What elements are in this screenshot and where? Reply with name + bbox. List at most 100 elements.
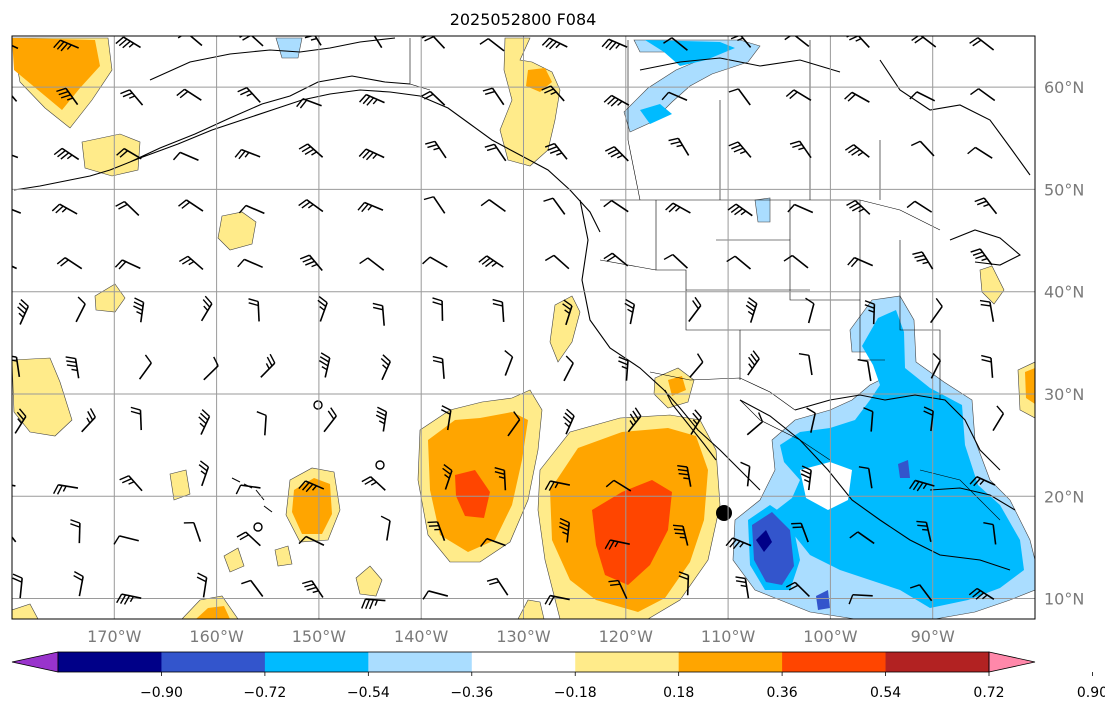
- wind-barb: [484, 143, 507, 162]
- wind-barb: [791, 522, 809, 543]
- wind-barb: [968, 587, 995, 601]
- wind-barb: [785, 581, 810, 598]
- wind-barb: [789, 140, 812, 159]
- wind-barb: [12, 44, 19, 50]
- wind-barb: [858, 466, 873, 489]
- canada-arctic-coast: [639, 57, 841, 73]
- colorbar-segment: [368, 652, 473, 672]
- political-borders: [409, 38, 1001, 521]
- wind-barb: [119, 475, 143, 492]
- wind-barb: [604, 539, 630, 550]
- anomaly-region-high-positive: [592, 480, 672, 585]
- wind-barb: [178, 199, 204, 212]
- colorbar-label: 0.54: [870, 685, 901, 701]
- wind-barb: [783, 254, 809, 269]
- longitude-tick-labels: 170°W 160°W 150°W 140°W 130°W 120°W 110°W 100°W…: [87, 627, 955, 646]
- longitude-label: 100°W: [803, 627, 858, 646]
- longitude-label: 160°W: [189, 627, 244, 646]
- anomaly-region-weak-negative: [754, 197, 771, 223]
- wind-barb: [688, 296, 702, 322]
- wind-barb: [372, 302, 385, 326]
- wind-barb: [541, 85, 565, 102]
- anomaly-region-moderate-negative: [640, 104, 672, 124]
- wind-barb: [172, 151, 199, 162]
- wind-barb: [237, 258, 263, 269]
- wind-barb: [745, 297, 758, 323]
- gulf-of-mexico-coast: [794, 394, 1001, 471]
- wind-barb: [857, 359, 872, 382]
- wind-barb: [728, 141, 752, 158]
- wind-barb: [196, 572, 208, 598]
- colorbar-segment: [471, 652, 576, 672]
- wind-barb: [203, 356, 219, 381]
- colorbar-label: −0.72: [243, 685, 286, 701]
- colorbar-segment: [678, 652, 783, 672]
- wind-barb: [17, 299, 30, 325]
- wind-barb: [605, 479, 632, 492]
- anomaly-region-moderate-negative: [770, 310, 1024, 608]
- wind-barb: [115, 36, 141, 49]
- wind-barb: [725, 537, 752, 550]
- wind-barb: [601, 38, 628, 51]
- wind-barb: [51, 203, 78, 215]
- wind-barb: [541, 37, 568, 50]
- anomaly-region-strong-negative: [816, 590, 830, 610]
- state-border: [599, 259, 830, 331]
- wind-barb: [12, 154, 19, 159]
- wind-barb: [478, 255, 504, 268]
- caribbean-coast: [929, 487, 1016, 511]
- wind-barb: [603, 199, 629, 213]
- wind-barb: [661, 91, 688, 101]
- wind-barb: [863, 407, 874, 432]
- wind-barb: [970, 88, 996, 102]
- colorbar-label: −0.54: [347, 685, 390, 701]
- colorbar-segment: [782, 652, 887, 672]
- wind-barb: [604, 146, 629, 162]
- anomaly-region-low-positive: [12, 603, 39, 619]
- wind-barb: [200, 295, 213, 322]
- mexico-state-border: [739, 399, 831, 461]
- anomaly-region-low-positive: [979, 265, 1005, 305]
- wind-barb: [848, 593, 873, 605]
- small-island-markers: [253, 400, 385, 532]
- longitude-label: 120°W: [599, 627, 654, 646]
- longitude-label: 170°W: [87, 627, 142, 646]
- wind-barb: [544, 594, 570, 606]
- wind-barb: [726, 255, 752, 270]
- anomaly-region-low-positive: [517, 599, 545, 619]
- anomaly-region-darkest-negative: [756, 530, 772, 552]
- wind-barb: [298, 535, 325, 546]
- wind-barb: [983, 521, 997, 545]
- wind-barb: [130, 406, 143, 431]
- wind-barb: [668, 137, 690, 156]
- island-marker: [253, 522, 263, 532]
- wind-barb: [198, 460, 210, 487]
- wind-barb: [847, 256, 874, 268]
- colorbar-segment: [58, 652, 162, 672]
- gridlines: [12, 36, 1035, 619]
- wind-barb: [133, 297, 145, 323]
- wind-barb: [177, 36, 203, 47]
- wind-barb: [81, 408, 96, 433]
- wind-barb: [912, 251, 934, 270]
- wind-barb: [323, 407, 337, 433]
- state-border: [716, 239, 885, 361]
- island: [231, 477, 241, 483]
- wind-barb: [618, 356, 629, 381]
- wind-barb: [361, 598, 386, 610]
- wind-barb: [492, 298, 505, 323]
- wind-barb: [479, 38, 505, 52]
- wind-barb: [359, 257, 385, 271]
- anomaly-region-medium-positive: [292, 478, 332, 534]
- baja-california: [664, 389, 717, 461]
- colorbar-segment: [161, 652, 266, 672]
- wind-barb: [969, 37, 995, 51]
- wind-barb: [380, 354, 392, 381]
- wind-barb: [425, 140, 447, 159]
- wind-barb: [236, 531, 261, 547]
- anomaly-region-low-positive: [549, 295, 581, 363]
- storm-center-marker: [716, 505, 732, 521]
- wind-barb: [969, 476, 996, 487]
- us-canada-border: [600, 199, 941, 231]
- west-coast-north-america: [579, 199, 761, 491]
